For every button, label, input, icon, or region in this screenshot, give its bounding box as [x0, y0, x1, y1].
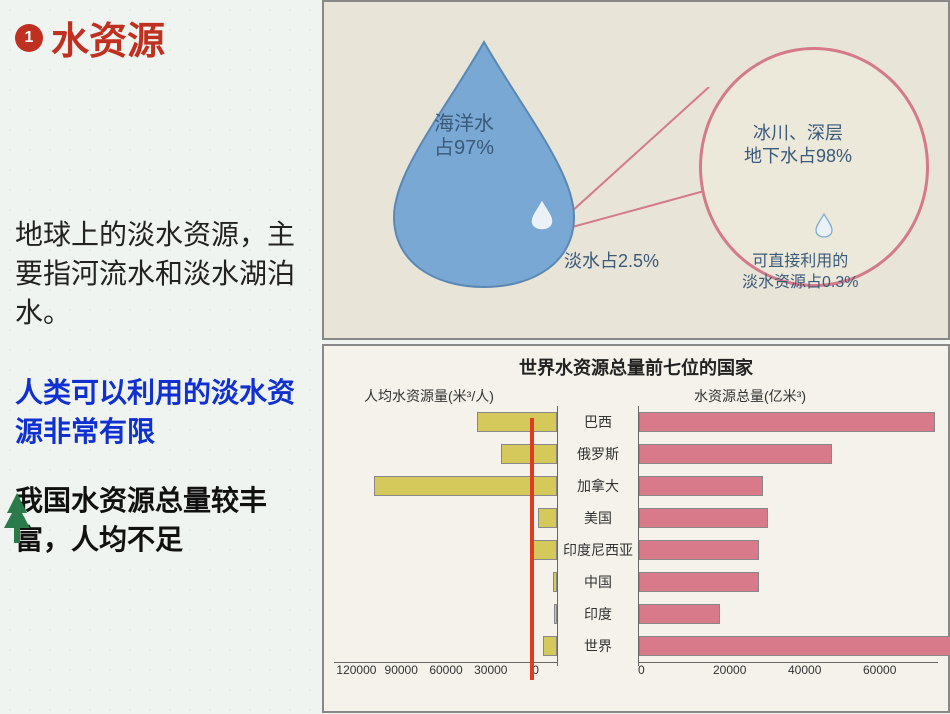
- category-label: 世界: [558, 630, 638, 662]
- total-bar: [639, 572, 759, 592]
- bar-row-right: [639, 406, 938, 438]
- category-label: 美国: [558, 502, 638, 534]
- glacier-label: 冰川、深层 地下水占98%: [744, 122, 852, 169]
- category-label: 中国: [558, 566, 638, 598]
- ocean-label-line2: 占97%: [434, 137, 494, 159]
- bar-row-left: [334, 566, 557, 598]
- category-label: 俄罗斯: [558, 438, 638, 470]
- total-bar: [639, 476, 763, 496]
- ocean-label-line1: 海洋水: [434, 113, 494, 135]
- x-axis-right: 0200004000060000: [638, 662, 938, 677]
- bar-row-left: [334, 502, 557, 534]
- category-label: 印度: [558, 598, 638, 630]
- bar-row-left: [334, 470, 557, 502]
- left-bars-container: [334, 406, 558, 666]
- x-tick-right: 40000: [788, 663, 863, 677]
- bar-row-left: [334, 598, 557, 630]
- bar-row-right: [639, 470, 938, 502]
- right-bars-container: [638, 406, 938, 666]
- per-capita-bar: [501, 444, 557, 464]
- per-capita-bar: [538, 508, 557, 528]
- x-tick-right: 60000: [863, 663, 938, 677]
- paragraph-limited: 人类可以利用的淡水资源非常有限: [15, 373, 307, 451]
- water-drop-diagram: 海洋水 占97% 淡水占2.5% 冰川、深层 地下水占98% 可直接利用的 淡水…: [322, 0, 950, 340]
- red-highlight-line: [530, 418, 534, 680]
- tree-icon: [2, 493, 32, 543]
- bar-row-right: [639, 534, 938, 566]
- x-tick-left: 0: [513, 663, 558, 677]
- x-axis-left: 0300006000090000120000: [334, 662, 558, 677]
- x-tick-right: 20000: [713, 663, 788, 677]
- title-row: 1 水资源: [15, 10, 307, 65]
- bar-row-right: [639, 566, 938, 598]
- section-badge: 1: [15, 24, 43, 52]
- bar-row-left: [334, 630, 557, 662]
- ocean-drop-icon: [384, 32, 584, 292]
- x-tick-right: 0: [638, 663, 713, 677]
- bar-row-left: [334, 438, 557, 470]
- section-title: 水资源: [51, 10, 165, 65]
- right-figure-panel: 海洋水 占97% 淡水占2.5% 冰川、深层 地下水占98% 可直接利用的 淡水…: [322, 0, 950, 713]
- category-label: 印度尼西亚: [558, 534, 638, 566]
- category-labels: 巴西俄罗斯加拿大美国印度尼西亚中国印度世界: [558, 406, 638, 662]
- paragraph-china: 我国水资源总量较丰富，人均不足: [15, 481, 307, 559]
- bar-row-right: [639, 630, 938, 662]
- fresh-drop-icon: [529, 197, 555, 231]
- bar-row-right: [639, 438, 938, 470]
- total-bar: [639, 412, 935, 432]
- usable-label-line1: 可直接利用的: [752, 253, 848, 270]
- glacier-label-line1: 冰川、深层: [753, 123, 843, 143]
- total-bar: [639, 636, 950, 656]
- per-capita-bar: [533, 540, 557, 560]
- chart-area: 人均水资源量(米³/人) 水资源总量(亿米³) 巴西俄罗斯加拿大美国印度尼西亚中…: [334, 386, 942, 714]
- per-capita-bar: [554, 604, 557, 624]
- total-bar: [639, 540, 759, 560]
- usable-water-label: 可直接利用的 淡水资源占0.3%: [742, 252, 858, 294]
- usable-drop-icon: [814, 212, 834, 238]
- bar-row-left: [334, 406, 557, 438]
- category-label: 巴西: [558, 406, 638, 438]
- left-axis-title: 人均水资源量(米³/人): [364, 386, 494, 406]
- x-tick-left: 120000: [334, 663, 379, 677]
- total-bar: [639, 604, 720, 624]
- per-capita-bar: [543, 636, 557, 656]
- paragraph-intro: 地球上的淡水资源，主要指河流水和淡水湖泊水。: [15, 215, 307, 333]
- per-capita-bar: [477, 412, 557, 432]
- per-capita-bar: [553, 572, 557, 592]
- x-tick-left: 30000: [468, 663, 513, 677]
- bar-row-right: [639, 598, 938, 630]
- ocean-label: 海洋水 占97%: [434, 112, 494, 160]
- usable-label-line2: 淡水资源占0.3%: [742, 274, 858, 291]
- bar-chart-panel: 世界水资源总量前七位的国家 人均水资源量(米³/人) 水资源总量(亿米³) 巴西…: [322, 344, 950, 713]
- chart-title: 世界水资源总量前七位的国家: [324, 346, 948, 380]
- bar-row-right: [639, 502, 938, 534]
- bar-row-left: [334, 534, 557, 566]
- fresh-water-label: 淡水占2.5%: [564, 247, 659, 273]
- x-tick-left: 90000: [379, 663, 424, 677]
- total-bar: [639, 444, 832, 464]
- x-tick-left: 60000: [424, 663, 469, 677]
- glacier-label-line2: 地下水占98%: [744, 146, 852, 166]
- right-axis-title: 水资源总量(亿米³): [694, 386, 806, 406]
- category-label: 加拿大: [558, 470, 638, 502]
- left-text-panel: 1 水资源 地球上的淡水资源，主要指河流水和淡水湖泊水。 人类可以利用的淡水资源…: [0, 0, 322, 713]
- total-bar: [639, 508, 768, 528]
